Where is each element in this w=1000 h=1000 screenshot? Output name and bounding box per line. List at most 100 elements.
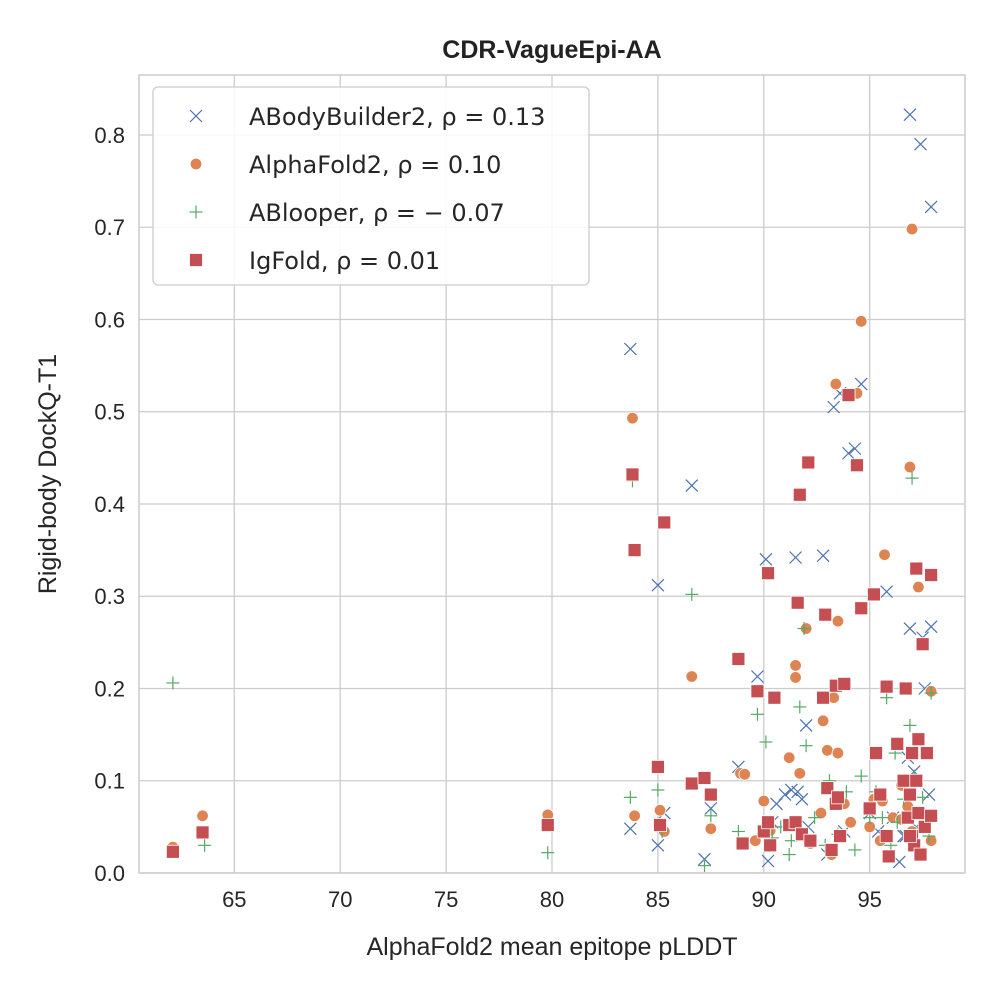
data-point [879, 679, 894, 694]
x-tick-label: 95 [857, 887, 881, 912]
series-0 [623, 108, 938, 869]
data-point [878, 548, 891, 561]
data-point [903, 622, 917, 635]
data-point [782, 848, 796, 862]
data-point [842, 446, 855, 460]
data-points [165, 108, 939, 873]
data-point [623, 790, 637, 804]
legend-box [152, 86, 590, 286]
x-tick-label: 90 [752, 887, 776, 912]
legend-marker [189, 109, 203, 123]
data-point [816, 714, 830, 727]
x-tick-label: 70 [328, 887, 352, 912]
data-point [704, 809, 718, 823]
data-point [789, 551, 802, 564]
legend: ABodyBuilder2, ρ = 0.13 AlphaFold2, ρ = 0… [152, 86, 590, 286]
data-point [837, 676, 852, 691]
data-point [911, 732, 926, 747]
data-point [731, 824, 745, 838]
data-point [848, 442, 862, 456]
data-point [797, 622, 811, 636]
data-point [903, 829, 917, 843]
data-point [793, 767, 807, 780]
y-tick-label: 0.2 [94, 676, 125, 701]
data-point [778, 788, 792, 802]
x-tick-label: 75 [434, 887, 458, 912]
data-point [789, 671, 802, 684]
grid [139, 75, 965, 874]
data-point [905, 471, 919, 485]
x-axis-label: AlphaFold2 mean epitope pLDDT [366, 933, 737, 961]
data-point [824, 843, 839, 857]
data-point [623, 822, 637, 836]
data-point [841, 388, 856, 403]
data-point [924, 686, 938, 700]
data-point [916, 790, 930, 804]
data-point [793, 700, 807, 714]
data-point [854, 769, 868, 783]
data-point [783, 751, 796, 764]
y-tick-label: 0.6 [94, 307, 125, 332]
data-point [924, 620, 938, 634]
data-point [799, 718, 813, 732]
data-point [731, 652, 746, 666]
data-point [653, 804, 667, 817]
data-point [759, 735, 773, 749]
data-point [924, 200, 938, 214]
data-point [684, 776, 699, 791]
data-point [657, 515, 672, 530]
data-point [757, 794, 770, 808]
y-tick-label: 0.7 [94, 215, 125, 240]
plot-frame [138, 74, 966, 874]
data-point [165, 844, 180, 859]
data-point [799, 739, 813, 753]
data-point [915, 637, 930, 652]
legend-label: ABlooper, ρ = − 0.07 [249, 199, 505, 227]
y-tick-label: 0.3 [94, 584, 125, 609]
data-point [924, 834, 938, 847]
data-point [820, 781, 835, 796]
data-point [903, 787, 917, 802]
data-point [867, 587, 881, 602]
data-point [789, 659, 802, 672]
x-tick-label: 85 [646, 887, 670, 912]
data-point [166, 676, 180, 690]
data-point [750, 707, 764, 721]
data-point [827, 400, 841, 414]
data-point [623, 342, 637, 356]
data-point [850, 458, 864, 473]
data-point [816, 549, 830, 563]
data-point [881, 849, 896, 864]
data-point [875, 811, 889, 825]
data-point [913, 847, 928, 862]
y-tick-label: 0.5 [94, 400, 125, 425]
data-point [625, 467, 640, 482]
series-3 [165, 388, 939, 864]
data-point [626, 411, 639, 425]
data-point [924, 808, 939, 823]
data-point [697, 771, 712, 785]
data-point [879, 829, 894, 843]
data-point [833, 829, 847, 843]
data-point [704, 822, 718, 835]
x-tick-label: 65 [222, 887, 246, 912]
data-point [651, 578, 665, 592]
data-point [903, 108, 917, 122]
data-point [919, 746, 934, 760]
data-point [685, 479, 699, 492]
data-point [628, 809, 641, 823]
data-point [198, 838, 212, 852]
legend-marker [189, 157, 203, 171]
data-point [541, 846, 555, 860]
data-point [651, 838, 665, 852]
data-point [751, 670, 764, 683]
data-point [795, 792, 809, 806]
data-point [903, 718, 917, 732]
data-point [914, 137, 927, 151]
data-point [767, 690, 782, 705]
legend-marker [189, 205, 203, 219]
data-point [703, 787, 718, 802]
data-point [761, 815, 775, 830]
legend-label: AlphaFold2, ρ = 0.10 [249, 151, 501, 179]
